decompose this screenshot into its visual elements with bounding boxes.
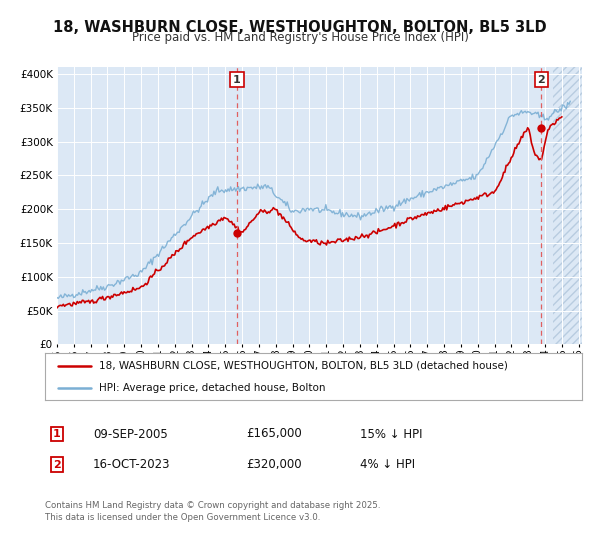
Text: Contains HM Land Registry data © Crown copyright and database right 2025.
This d: Contains HM Land Registry data © Crown c… (45, 501, 380, 522)
Text: 09-SEP-2005: 09-SEP-2005 (93, 427, 168, 441)
Text: £320,000: £320,000 (246, 458, 302, 472)
Text: 2: 2 (538, 74, 545, 85)
Text: Price paid vs. HM Land Registry's House Price Index (HPI): Price paid vs. HM Land Registry's House … (131, 31, 469, 44)
Text: 18, WASHBURN CLOSE, WESTHOUGHTON, BOLTON, BL5 3LD (detached house): 18, WASHBURN CLOSE, WESTHOUGHTON, BOLTON… (98, 361, 508, 371)
Text: 16-OCT-2023: 16-OCT-2023 (93, 458, 170, 472)
Text: 18, WASHBURN CLOSE, WESTHOUGHTON, BOLTON, BL5 3LD: 18, WASHBURN CLOSE, WESTHOUGHTON, BOLTON… (53, 20, 547, 35)
Text: 2: 2 (53, 460, 61, 470)
Bar (553, 67, 582, 344)
Text: 1: 1 (53, 429, 61, 439)
Text: 4% ↓ HPI: 4% ↓ HPI (360, 458, 415, 472)
Text: £165,000: £165,000 (246, 427, 302, 441)
Text: 15% ↓ HPI: 15% ↓ HPI (360, 427, 422, 441)
Bar (553, 67, 582, 344)
Text: 1: 1 (233, 74, 241, 85)
Text: HPI: Average price, detached house, Bolton: HPI: Average price, detached house, Bolt… (98, 382, 325, 393)
